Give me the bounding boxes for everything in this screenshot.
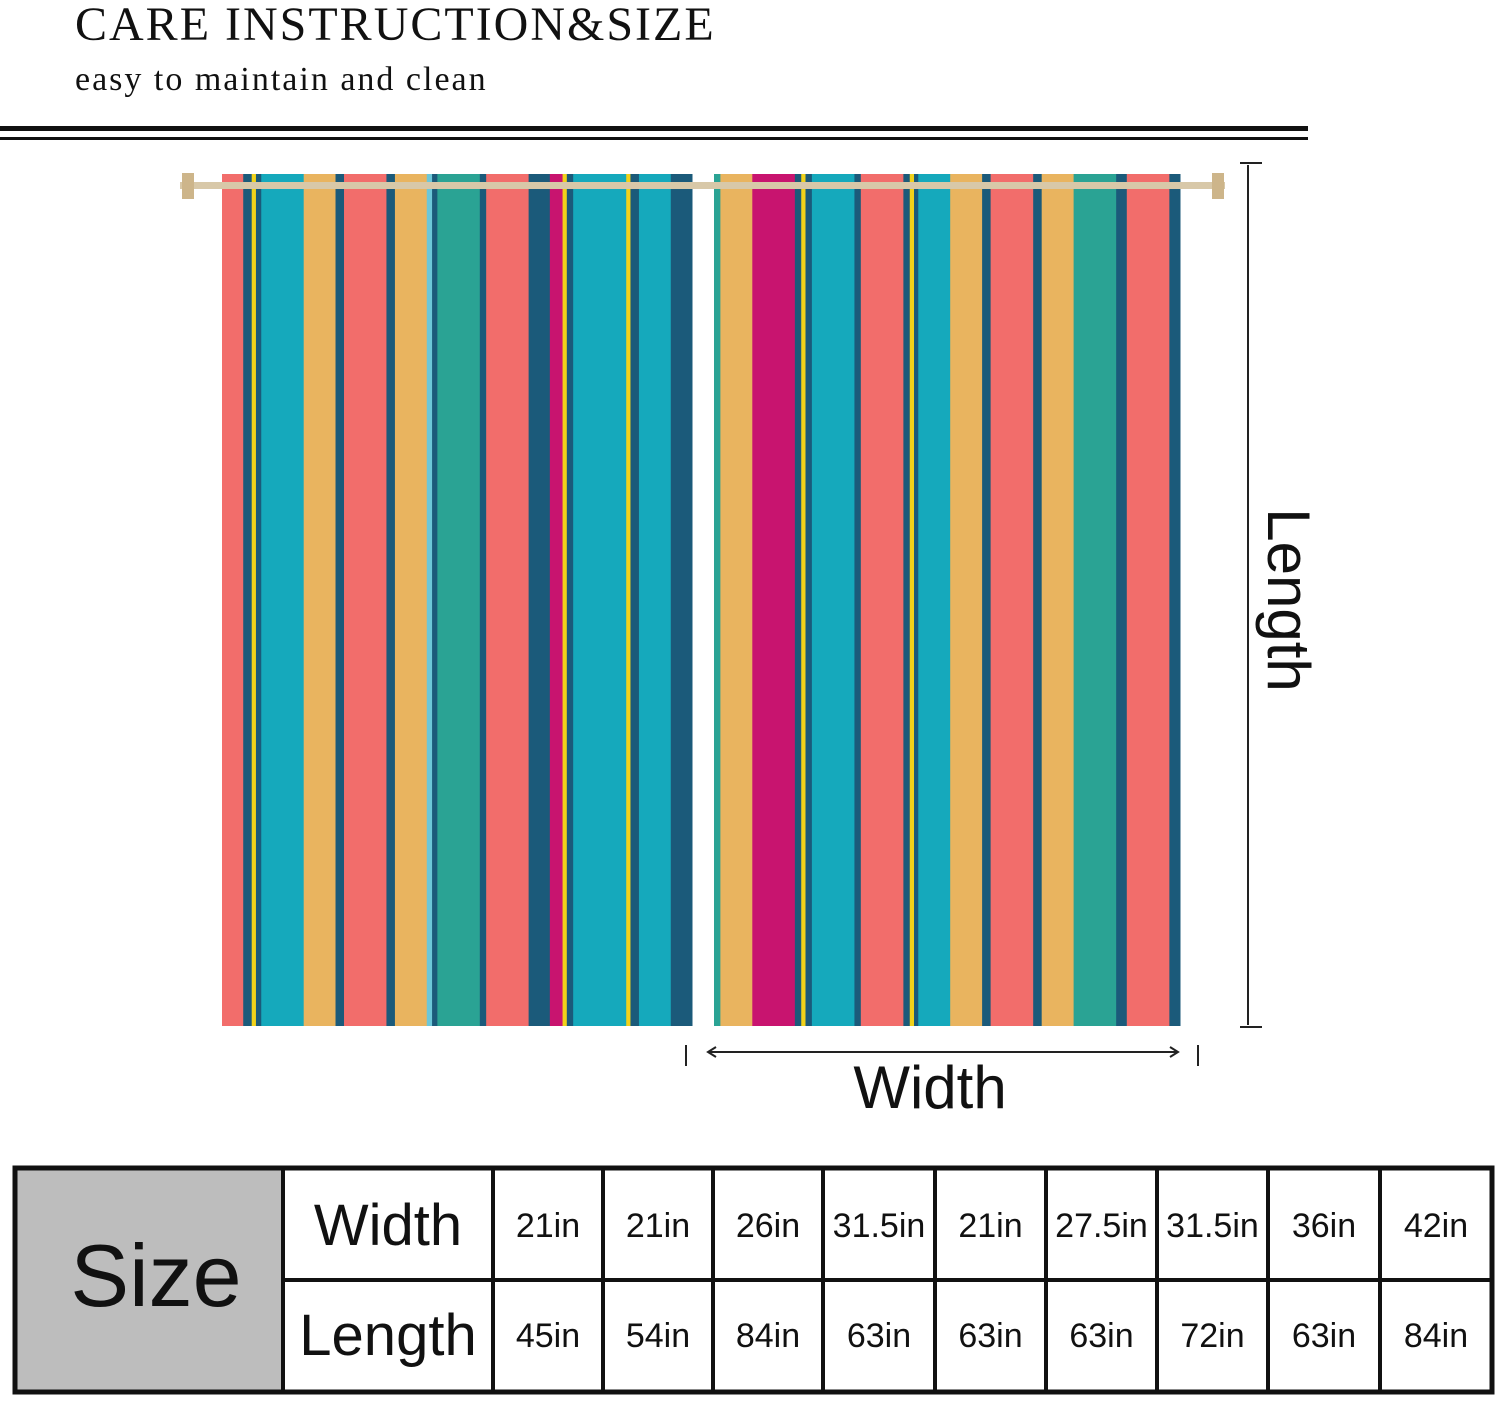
stripe <box>222 174 244 1026</box>
size-table: Size Width 21in 21in 26in 31.5in 21in 27.5in 31… <box>12 1165 1495 1395</box>
size-cell: 26in <box>736 1207 800 1245</box>
size-cell: 21in <box>516 1207 580 1245</box>
stripe <box>794 174 802 1026</box>
stripe <box>626 174 631 1026</box>
rule <box>0 126 1308 131</box>
stripe <box>860 174 904 1026</box>
stripe <box>720 174 753 1026</box>
stripe <box>1126 174 1170 1026</box>
size-cell: 63in <box>958 1317 1022 1355</box>
length-arrow <box>1240 162 1262 1028</box>
size-cell: 27.5in <box>1055 1207 1148 1245</box>
stripe <box>1116 174 1128 1026</box>
stripe <box>255 174 262 1026</box>
stripe <box>638 174 672 1026</box>
stripe <box>903 174 911 1026</box>
title: CARE INSTRUCTION&SIZE <box>75 0 716 51</box>
stripe <box>854 174 862 1026</box>
table-frame <box>12 1165 1495 1395</box>
stripe <box>394 174 428 1026</box>
size-cell: 54in <box>626 1317 690 1355</box>
size-cell: 63in <box>1069 1317 1133 1355</box>
row-label: Width <box>314 1193 462 1258</box>
stripe <box>562 174 568 1026</box>
stripe <box>752 174 796 1026</box>
stripe <box>950 174 983 1026</box>
stripe <box>914 174 919 1026</box>
size-cell: 45in <box>516 1317 580 1355</box>
stripe <box>432 174 438 1026</box>
corner-cell <box>17 1170 283 1390</box>
size-cell: 72in <box>1180 1317 1244 1355</box>
stripe <box>303 174 337 1026</box>
rule <box>0 137 1308 140</box>
width-label: Width <box>853 1054 1006 1121</box>
length-label: Length <box>1255 508 1322 692</box>
stripe <box>805 174 813 1026</box>
stripe <box>801 174 806 1026</box>
width-arrow <box>685 1045 1199 1066</box>
stripe <box>1169 174 1181 1026</box>
stripe <box>909 174 915 1026</box>
stripe <box>918 174 951 1026</box>
stripe <box>811 174 855 1026</box>
size-cell: 42in <box>1404 1207 1468 1245</box>
stripe <box>261 174 305 1026</box>
size-cell: 31.5in <box>1166 1207 1259 1245</box>
stripe <box>426 174 433 1026</box>
rod <box>180 182 1225 189</box>
stripe <box>566 174 574 1026</box>
size-cell: 21in <box>626 1207 690 1245</box>
stripe <box>982 174 992 1026</box>
size-cell: 84in <box>1404 1317 1468 1355</box>
curtains <box>222 174 1181 1026</box>
stripe <box>549 174 564 1026</box>
row-label: Length <box>299 1303 476 1368</box>
stripe <box>1073 174 1117 1026</box>
stripe <box>335 174 345 1026</box>
size-cell: 84in <box>736 1317 800 1355</box>
stripe <box>990 174 1034 1026</box>
size-cell: 63in <box>847 1317 911 1355</box>
stripe <box>573 174 627 1026</box>
stripe <box>437 174 481 1026</box>
size-cell: 21in <box>958 1207 1022 1245</box>
size-cell: 63in <box>1292 1317 1356 1355</box>
corner-label: Size <box>70 1226 241 1325</box>
stripe <box>1033 174 1043 1026</box>
stripe <box>243 174 253 1026</box>
subtitle: easy to maintain and clean <box>75 61 488 98</box>
stripe <box>630 174 640 1026</box>
stripe <box>479 174 487 1026</box>
stripe <box>528 174 551 1026</box>
stripe <box>714 174 721 1026</box>
size-cell: 31.5in <box>833 1207 926 1245</box>
stripe <box>486 174 530 1026</box>
stripe <box>670 174 693 1026</box>
size-cell: 36in <box>1292 1207 1356 1245</box>
stripe <box>344 174 387 1026</box>
stripe <box>251 174 257 1026</box>
stripe <box>1041 174 1075 1026</box>
rod-end <box>1212 173 1224 199</box>
stripe <box>386 174 396 1026</box>
rod-end <box>182 173 194 199</box>
